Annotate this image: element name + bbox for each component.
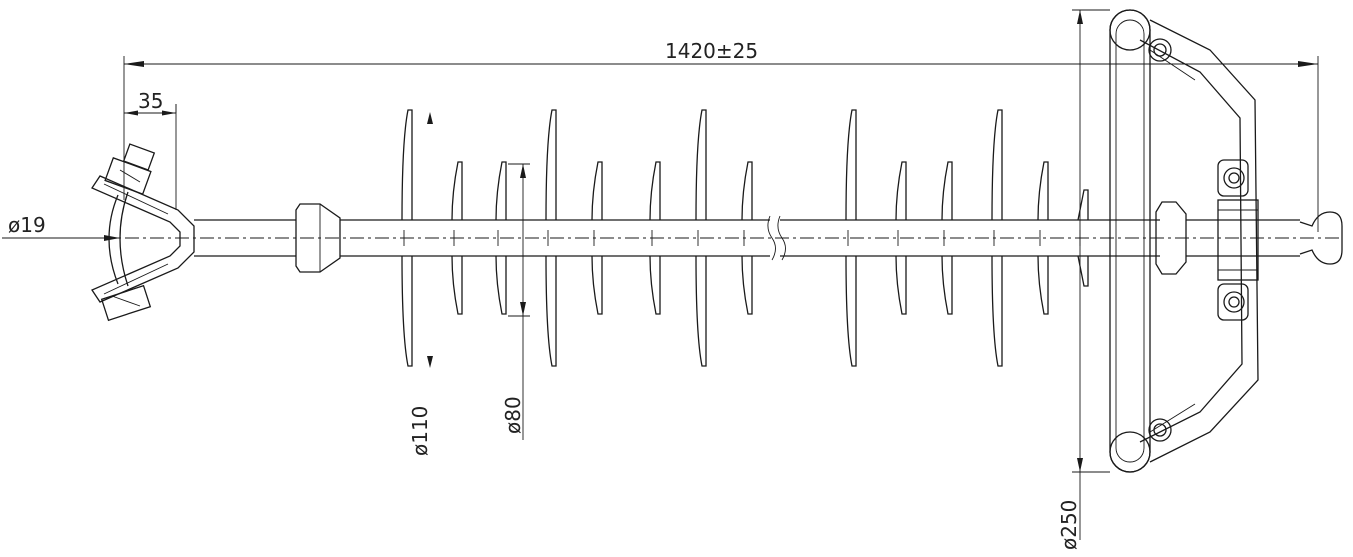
shed — [451, 161, 463, 315]
left-end-collar — [295, 203, 341, 273]
grading-ring-diameter-label: ø250 — [1057, 500, 1081, 550]
shed — [941, 161, 953, 315]
overall-length-label: 1420±25 — [665, 39, 758, 63]
end-width-dimension: 35 — [124, 89, 177, 210]
clevis-end-fitting — [91, 143, 296, 322]
end-width-label: 35 — [138, 89, 163, 113]
shed — [845, 109, 857, 367]
sheds-group — [401, 109, 1089, 367]
shed — [649, 161, 661, 315]
shed — [695, 109, 707, 367]
shed — [545, 109, 557, 367]
overall-length-dimension: 1420±25 — [123, 39, 1319, 232]
shed — [495, 161, 507, 315]
large-shed-diameter-dimension: ø110 — [408, 112, 433, 456]
shed — [895, 161, 907, 315]
grading-ring-diameter-dimension: ø250 — [1057, 9, 1110, 550]
ball-end-fitting — [1155, 201, 1343, 275]
shed — [741, 161, 753, 315]
pin-diameter-label: ø19 — [8, 213, 46, 237]
shed — [591, 161, 603, 315]
shed — [991, 109, 1003, 367]
pin-diameter-dimension: ø19 — [2, 213, 120, 241]
shed — [1037, 161, 1049, 315]
core-diameter-label: ø80 — [501, 396, 525, 434]
large-shed-diameter-label: ø110 — [408, 406, 432, 456]
core-diameter-dimension: ø80 — [501, 163, 530, 440]
grading-ring — [1109, 9, 1259, 473]
shed — [401, 109, 413, 367]
